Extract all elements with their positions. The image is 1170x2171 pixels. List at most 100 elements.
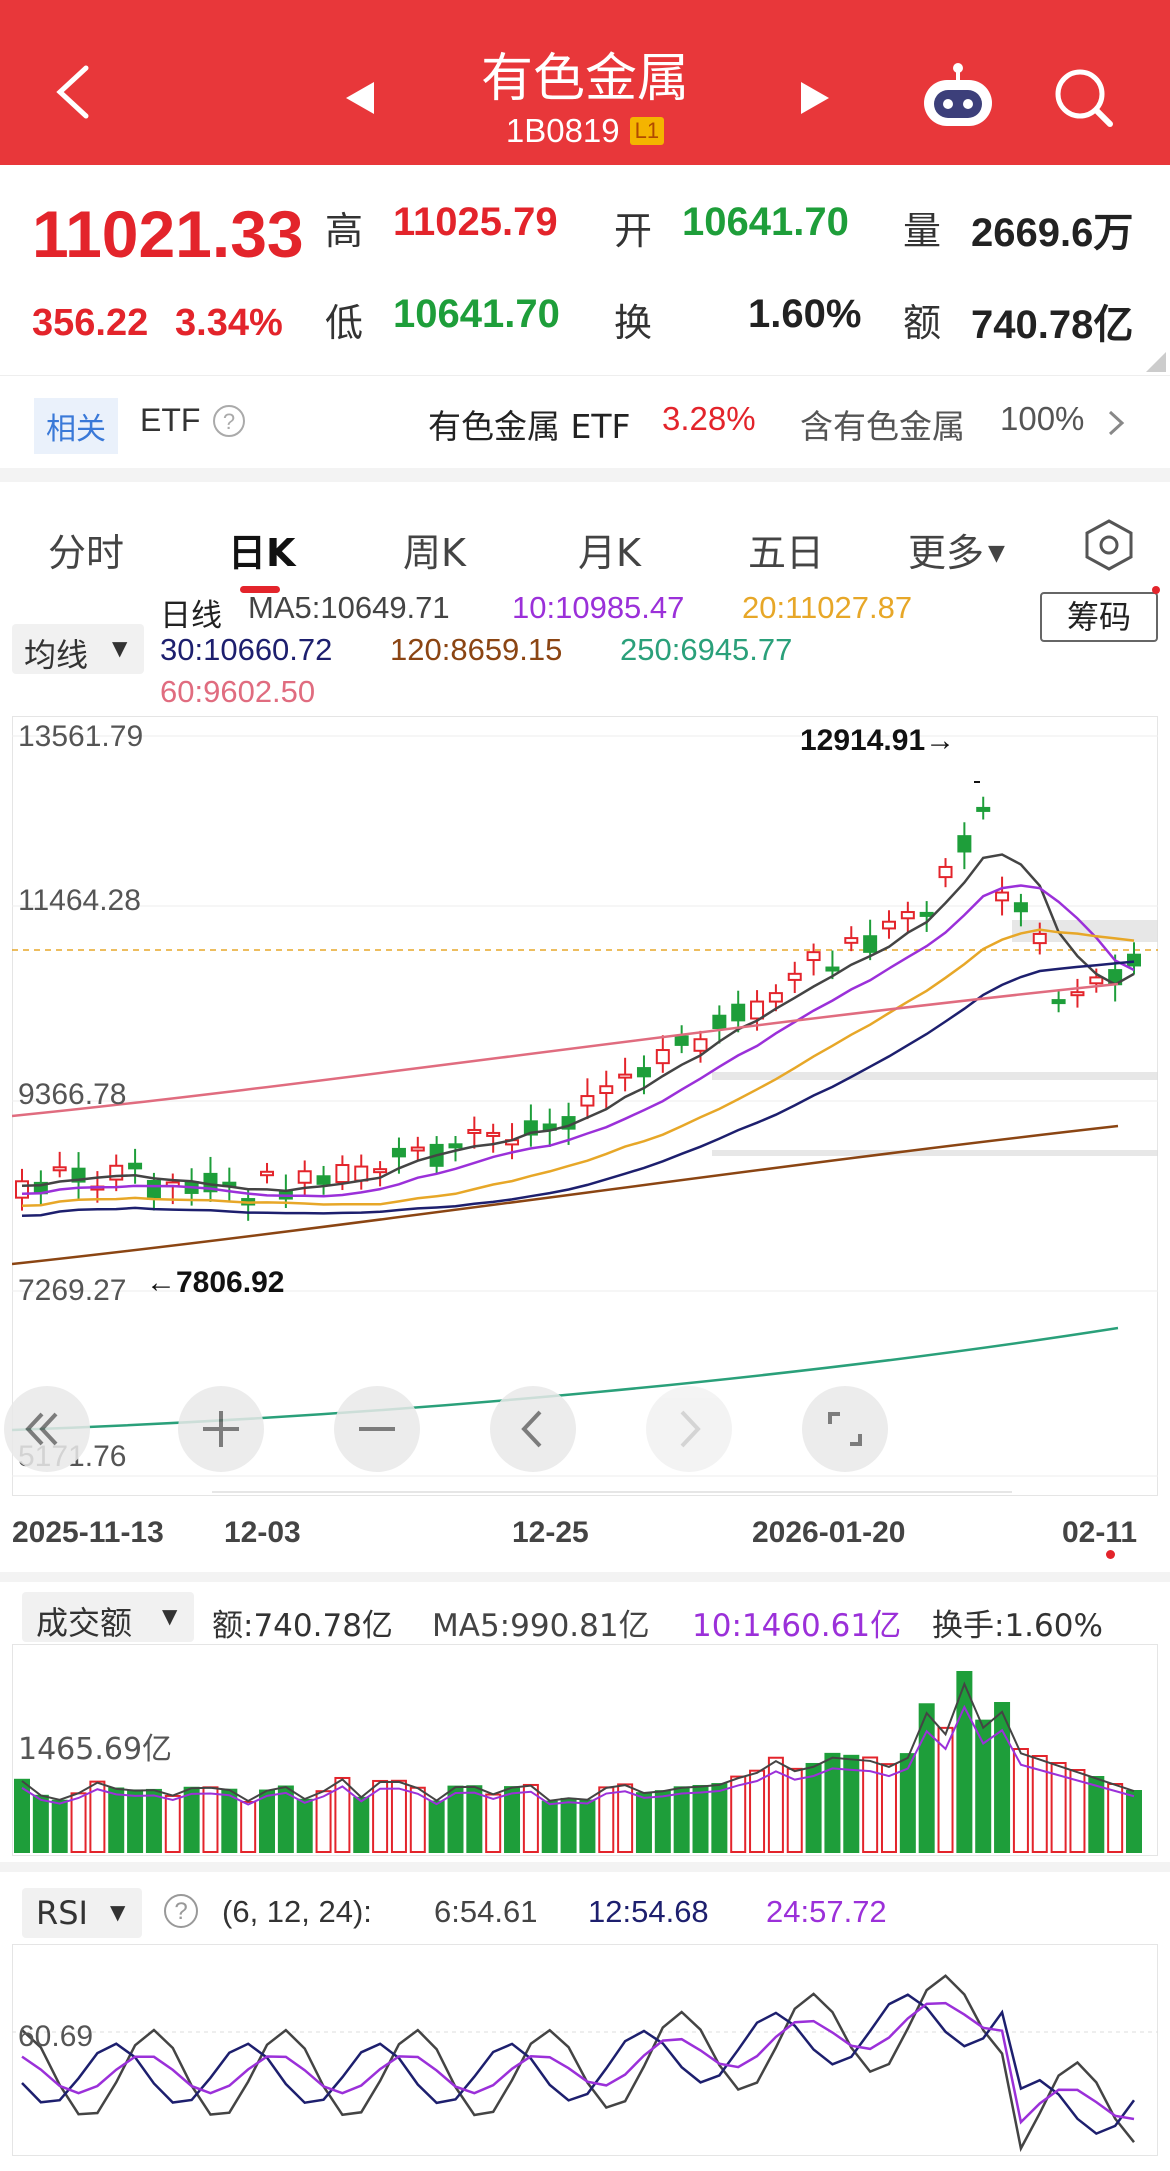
tab-daily-k[interactable]: 日K (228, 531, 296, 575)
rsi24-value: 24:57.72 (766, 1894, 887, 1929)
candle-body (260, 1170, 275, 1177)
caret-down-icon: ▼ (988, 541, 1005, 566)
settings-hex-icon[interactable] (1082, 518, 1136, 577)
rsi-chart[interactable] (12, 1944, 1158, 2156)
svg-text:?: ? (174, 1898, 187, 1925)
x-label-4: 2026-01-20 (752, 1516, 906, 1549)
expand-corner-icon[interactable] (1146, 352, 1166, 377)
zoom-out-button[interactable] (334, 1386, 420, 1472)
candle-body (919, 911, 934, 917)
etf-name[interactable]: 有色金属 ETF (428, 407, 631, 446)
volume-bar (202, 1786, 219, 1853)
volume-bar (334, 1776, 351, 1853)
chevron-right-icon[interactable] (1106, 408, 1126, 443)
candle-body (712, 1014, 727, 1030)
rsi-select-label: RSI (36, 1894, 88, 1932)
volume-bar (485, 1793, 502, 1854)
candle-body (825, 966, 840, 972)
header-bar: 有色金属 1B0819 L1 (0, 0, 1170, 165)
turnover-label: 换 (614, 301, 653, 345)
search-icon[interactable] (1052, 66, 1116, 135)
prev-icon[interactable] (340, 78, 380, 123)
candle-body (900, 911, 915, 920)
high-label: 高 (325, 209, 364, 253)
candle-body (995, 891, 1010, 902)
tab-more[interactable]: 更多 ▼ (908, 522, 1005, 577)
zoom-in-button[interactable] (178, 1386, 264, 1472)
volume-bar (786, 1767, 803, 1853)
volume-bar (504, 1786, 521, 1853)
etf-label: ETF (140, 402, 201, 438)
volume-bar (183, 1786, 200, 1853)
candle-body (863, 935, 878, 953)
scroll-left-button[interactable] (490, 1386, 576, 1472)
volume-bar (880, 1763, 897, 1853)
svg-text:?: ? (223, 409, 235, 434)
volume-bar (692, 1784, 709, 1853)
tab-more-label: 更多 (908, 531, 985, 575)
fullscreen-button[interactable] (802, 1386, 888, 1472)
candle-body (297, 1170, 312, 1184)
robot-icon[interactable] (920, 60, 996, 135)
tab-monthly-k[interactable]: 月K (578, 531, 641, 575)
volume-bar (145, 1788, 162, 1853)
y-axis-label-3: 9366.78 (18, 1078, 127, 1111)
volume-bar (805, 1762, 822, 1853)
volume-bar (994, 1702, 1011, 1853)
zoom-out-left-button[interactable] (4, 1386, 90, 1472)
kline-chart[interactable] (12, 716, 1158, 1496)
volume-bar (32, 1794, 49, 1853)
volume-bar (767, 1756, 784, 1853)
caret-down-icon: ▼ (162, 1604, 178, 1628)
volume-bar (541, 1800, 558, 1854)
rsi-select[interactable]: RSI ▼ (22, 1888, 142, 1938)
candle-body (750, 1000, 765, 1020)
related-etf-row[interactable]: 相关 ETF ? 有色金属 ETF 3.28% 含有色金属 100% (0, 375, 1170, 468)
volume-label: 量 (903, 209, 942, 253)
x-label-3: 12-25 (512, 1516, 589, 1549)
page-title: 有色金属 (480, 49, 689, 109)
volume-ma10-line (21, 1704, 1135, 1806)
candle-body (787, 972, 802, 981)
volume-select-label: 成交额 (36, 1604, 133, 1642)
help-icon[interactable]: ? (212, 404, 246, 443)
volume-chart[interactable] (12, 1644, 1158, 1856)
volume-bar (673, 1786, 690, 1853)
volume-bar (70, 1792, 87, 1853)
candle-body (844, 937, 859, 944)
volume-bar (466, 1785, 483, 1853)
candle-body (128, 1162, 143, 1170)
volume-select[interactable]: 成交额 ▼ (22, 1592, 194, 1642)
holding-pct: 100% (1000, 400, 1085, 437)
next-icon[interactable] (795, 78, 835, 123)
back-icon[interactable] (48, 62, 98, 122)
tab-weekly-k[interactable]: 周K (403, 531, 466, 575)
volume-bar (1107, 1783, 1124, 1853)
ma120-line (12, 1124, 1119, 1266)
help-icon[interactable]: ? (162, 1892, 200, 1935)
candle-body (52, 1166, 67, 1172)
stock-code-text: 1B0819 (505, 112, 620, 149)
volume-frame (12, 1644, 1158, 1856)
last-price: 11021.33 (32, 197, 304, 271)
volume-bar (108, 1787, 125, 1853)
high-value: 11025.79 (393, 200, 558, 244)
tab-five-day[interactable]: 五日 (748, 531, 825, 575)
candle-body (15, 1180, 29, 1199)
volume-ma5-line (21, 1681, 1135, 1803)
candle-body (731, 1003, 746, 1022)
volume-bar (937, 1726, 954, 1853)
candle-body (957, 835, 972, 853)
volume-bar (711, 1783, 728, 1853)
amount-value: 740.78亿 (971, 303, 1134, 347)
open-label: 开 (614, 209, 653, 253)
volume-bar (899, 1753, 916, 1853)
tab-intraday[interactable]: 分时 (48, 531, 125, 575)
period-tabs: 分时 日K 周K 月K 五日 更多 ▼ (0, 468, 1170, 600)
chip-button[interactable]: 筹码 (1040, 592, 1158, 642)
scroll-right-button[interactable] (646, 1386, 732, 1472)
volume-amount: 额:740.78亿 (212, 1608, 393, 1644)
indicator-select[interactable]: 均线 ▼ (12, 624, 144, 674)
rsi12-value: 12:54.68 (588, 1894, 709, 1929)
chip-band (712, 1072, 1158, 1080)
